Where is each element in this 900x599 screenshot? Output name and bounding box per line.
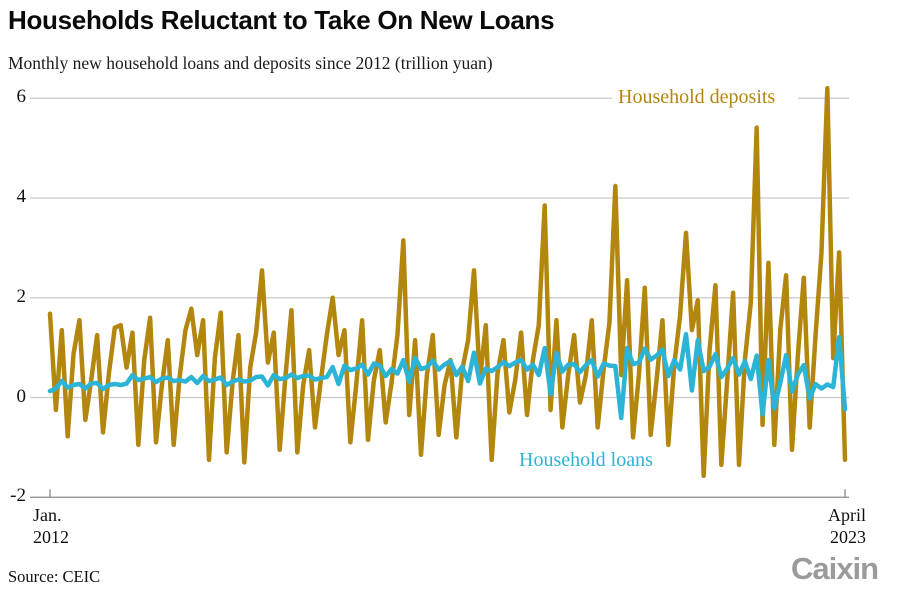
source-credit: Source: CEIC [8, 567, 101, 586]
page-title: Households Reluctant to Take On New Loan… [8, 5, 555, 35]
caixin-logo: Caixin [791, 551, 879, 586]
y-tick-label: 4 [16, 186, 27, 207]
y-tick-label: 0 [16, 385, 27, 407]
x-axis-label-end: April 2023 [760, 504, 866, 548]
x-axis-end-year: 2023 [830, 527, 866, 547]
x-axis-end-month: April [828, 505, 866, 525]
chart-subtitle: Monthly new household loans and deposits… [8, 53, 493, 73]
gridlines [30, 97, 849, 498]
line-chart-plot-area [30, 86, 849, 498]
x-axis-start-month: Jan. [33, 505, 62, 525]
deposits-series-label: Household deposits [618, 86, 776, 108]
y-tick-label: 2 [16, 285, 27, 307]
y-tick-label: -2 [10, 485, 26, 507]
deposits-line-series [47, 86, 848, 479]
loans-line-series [47, 331, 848, 421]
x-axis-label-start: Jan. 2012 [33, 504, 69, 548]
x-axis-start-year: 2012 [33, 527, 69, 547]
y-tick-label: 6 [16, 86, 27, 108]
loans-series-label: Household loans [519, 449, 653, 471]
